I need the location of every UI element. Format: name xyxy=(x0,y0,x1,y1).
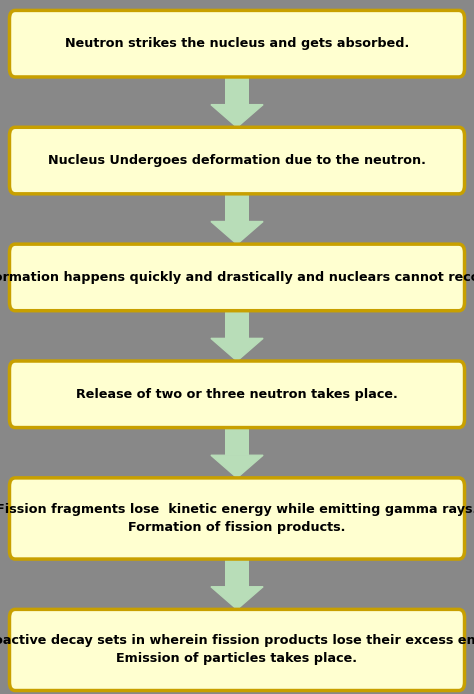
FancyBboxPatch shape xyxy=(225,311,249,339)
FancyBboxPatch shape xyxy=(9,244,465,311)
FancyBboxPatch shape xyxy=(9,10,465,77)
Polygon shape xyxy=(211,221,263,244)
Polygon shape xyxy=(211,339,263,361)
FancyBboxPatch shape xyxy=(225,194,249,221)
FancyBboxPatch shape xyxy=(9,361,465,428)
FancyBboxPatch shape xyxy=(9,609,465,691)
Text: Neutron strikes the nucleus and gets absorbed.: Neutron strikes the nucleus and gets abs… xyxy=(65,37,409,50)
Text: Fission fragments lose  kinetic energy while emitting gamma rays.
Formation of f: Fission fragments lose kinetic energy wh… xyxy=(0,503,474,534)
Polygon shape xyxy=(211,105,263,127)
Text: Deformation happens quickly and drastically and nuclears cannot recover.: Deformation happens quickly and drastica… xyxy=(0,271,474,284)
FancyBboxPatch shape xyxy=(225,559,249,586)
FancyBboxPatch shape xyxy=(9,478,465,559)
Text: Nucleus Undergoes deformation due to the neutron.: Nucleus Undergoes deformation due to the… xyxy=(48,154,426,167)
Polygon shape xyxy=(211,586,263,609)
Polygon shape xyxy=(211,455,263,478)
FancyBboxPatch shape xyxy=(9,127,465,194)
FancyBboxPatch shape xyxy=(225,77,249,105)
Text: Release of two or three neutron takes place.: Release of two or three neutron takes pl… xyxy=(76,388,398,401)
Text: Radioactive decay sets in wherein fission products lose their excess energy.
Emi: Radioactive decay sets in wherein fissio… xyxy=(0,634,474,666)
FancyBboxPatch shape xyxy=(225,428,249,455)
